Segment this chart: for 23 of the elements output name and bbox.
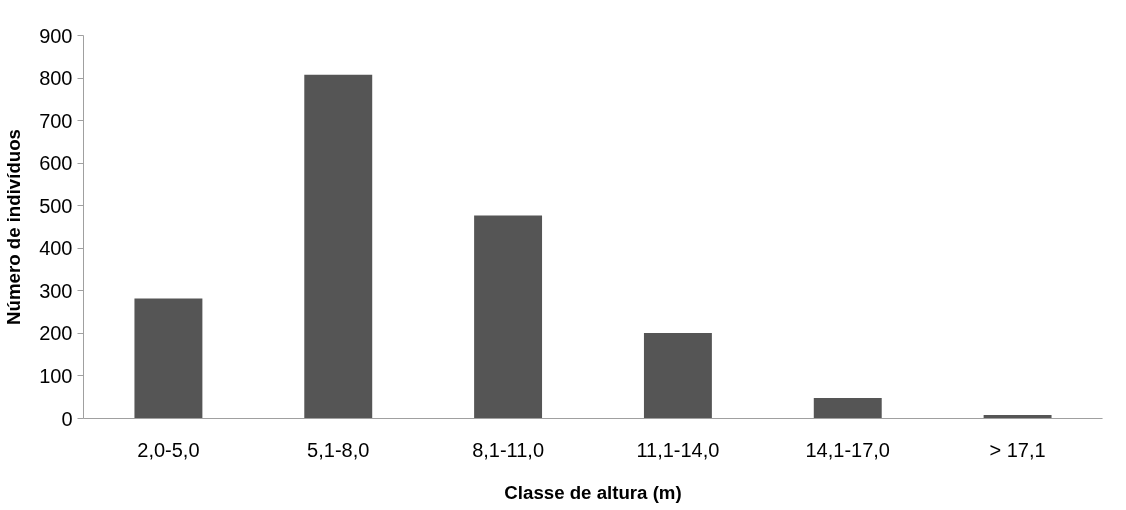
x-tick-label: 14,1-17,0 (805, 438, 891, 461)
y-tick-label: 600 (39, 152, 73, 175)
y-tick-label: 100 (39, 364, 73, 387)
y-tick-label: 500 (39, 194, 73, 217)
x-tick-label: 8,1-11,0 (472, 438, 545, 461)
bar (643, 332, 712, 419)
x-tick-label: 2,0-5,0 (137, 438, 200, 461)
y-axis-title: Número de indivíduos (3, 129, 25, 325)
y-tick-label: 0 (61, 407, 73, 430)
bar (474, 215, 543, 419)
y-tick-label: 800 (39, 67, 73, 90)
y-tick-label: 300 (39, 279, 73, 302)
x-axis-title: Classe de altura (m) (504, 481, 682, 503)
bar (304, 74, 373, 419)
y-tick-label: 900 (39, 24, 73, 47)
x-tick-label: 5,1-8,0 (307, 438, 370, 461)
y-tick-label: 700 (39, 109, 73, 132)
bar (813, 398, 882, 419)
bar (134, 298, 203, 419)
y-tick-label: 400 (39, 237, 73, 260)
x-tick-label: > 17,1 (989, 438, 1046, 461)
y-tick-label: 200 (39, 322, 73, 345)
x-tick-label: 11,1-14,0 (636, 438, 720, 461)
